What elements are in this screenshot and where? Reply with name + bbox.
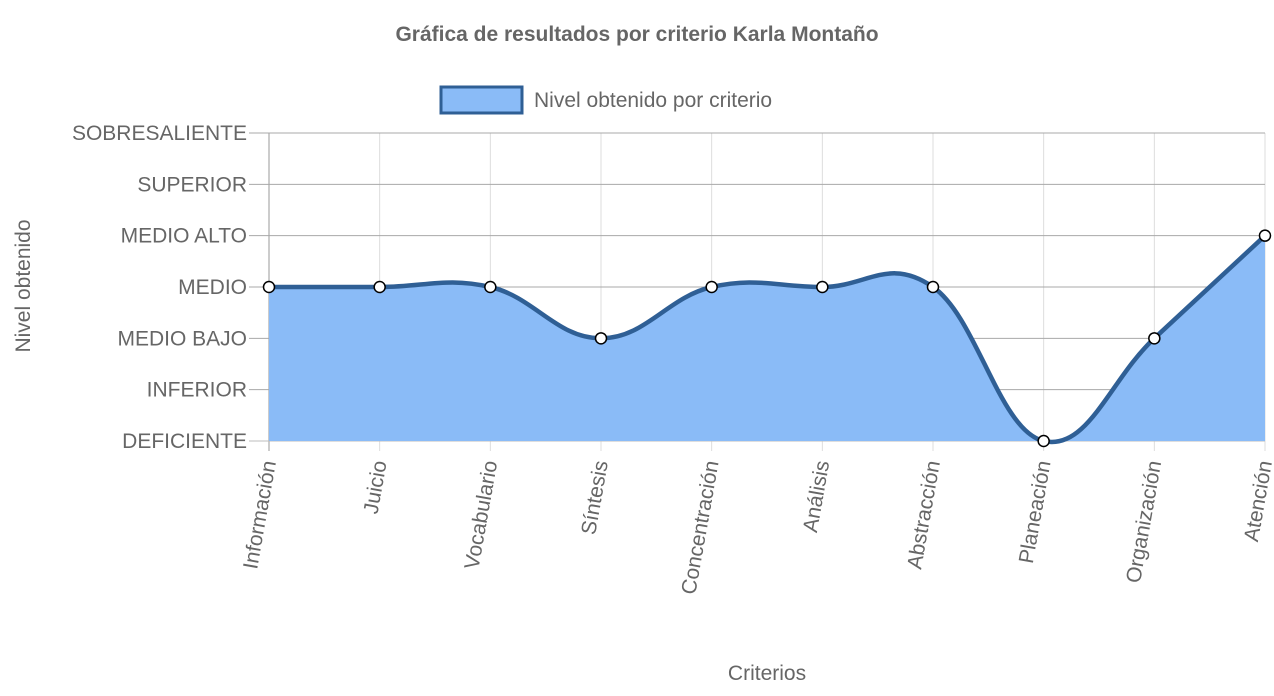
x-tick-label: Vocabulario xyxy=(461,459,503,571)
y-tick-label: SUPERIOR xyxy=(137,173,247,196)
data-point[interactable] xyxy=(1258,229,1272,242)
series-area-fill xyxy=(269,235,1265,442)
x-tick-label: Planeación xyxy=(1015,459,1056,565)
x-tick-label: Juicio xyxy=(360,459,392,516)
legend-label: Nivel obtenido por criterio xyxy=(534,89,772,112)
legend-swatch xyxy=(439,85,524,115)
x-axis-title: Criterios xyxy=(728,662,806,685)
y-axis-title: Nivel obtenido xyxy=(12,219,35,352)
data-point[interactable] xyxy=(1037,434,1050,448)
x-tick-label: Información xyxy=(239,459,281,571)
x-tick-label: Análisis xyxy=(799,459,834,534)
y-tick-label: SOBRESALIENTE xyxy=(72,122,247,145)
x-tick-label: Organización xyxy=(1122,459,1166,585)
data-point[interactable] xyxy=(1148,332,1161,345)
x-tick-label: Síntesis xyxy=(577,459,613,537)
series-points xyxy=(262,229,1272,448)
x-tick-label: Concentración xyxy=(677,459,723,596)
y-tick-label: DEFICIENTE xyxy=(122,430,247,453)
series-line xyxy=(269,234,1267,445)
x-axis-ticks: Información Juicio Vocabulario Síntesis Conc… xyxy=(239,459,1274,596)
x-tick-label: Atención xyxy=(1240,459,1274,543)
data-point[interactable] xyxy=(594,332,608,345)
data-point[interactable] xyxy=(816,280,829,294)
x-tick-label: Abstracción xyxy=(903,459,945,571)
y-tick-label: MEDIO xyxy=(178,276,247,299)
y-tick-label: MEDIO BAJO xyxy=(117,327,247,350)
y-tick-label: INFERIOR xyxy=(147,379,247,402)
data-point[interactable] xyxy=(705,280,718,294)
data-point[interactable] xyxy=(262,280,276,294)
y-axis-ticks: DEFICIENTE INFERIOR MEDIO BAJO MEDIO MEDIO A… xyxy=(72,122,247,453)
legend[interactable]: Nivel obtenido por criterio xyxy=(439,85,772,115)
data-point[interactable] xyxy=(373,280,386,294)
y-tick-label: MEDIO ALTO xyxy=(121,225,247,248)
data-point[interactable] xyxy=(484,280,497,294)
data-point[interactable] xyxy=(926,280,940,294)
chart-title: Gráfica de resultados por criterio Karla… xyxy=(395,23,878,46)
